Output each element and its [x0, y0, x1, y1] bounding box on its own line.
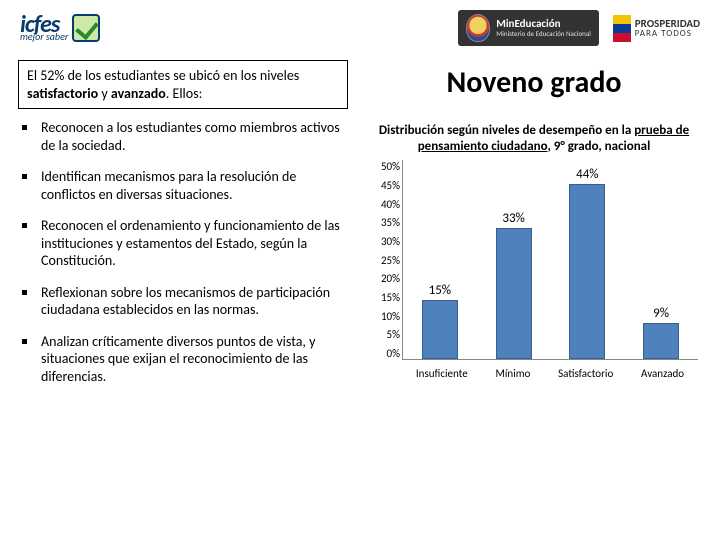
y-tick: 50% — [366, 160, 400, 173]
y-tick: 35% — [366, 216, 400, 229]
y-tick: 5% — [366, 328, 400, 341]
list-item: Reconocen el ordenamiento y funcionamien… — [18, 217, 348, 270]
bullet-text: Analizan críticamente diversos puntos de… — [41, 333, 348, 386]
bar-value-label: 44% — [576, 167, 598, 182]
logo-mineducacion: MinEducación Ministerio de Educación Nac… — [458, 10, 599, 46]
bar-group: 15% — [407, 160, 472, 359]
x-label: Mínimo — [496, 367, 531, 380]
minedu-sub: Ministerio de Educación Nacional — [496, 30, 591, 38]
bullet-text: Reflexionan sobre los mecanismos de part… — [41, 284, 348, 319]
bullet-text: Reconocen a los estudiantes como miembro… — [41, 119, 348, 154]
bullet-icon — [22, 290, 27, 295]
y-tick: 15% — [366, 291, 400, 304]
intro-post: . Ellos: — [166, 85, 203, 102]
y-tick: 10% — [366, 310, 400, 323]
intro-bold1: satisfactorio — [27, 85, 98, 102]
y-tick: 40% — [366, 198, 400, 211]
y-tick: 30% — [366, 235, 400, 248]
list-item: Reconocen a los estudiantes como miembro… — [18, 119, 348, 154]
y-axis: 50% 45% 40% 35% 30% 25% 20% 15% 10% 5% 0… — [366, 160, 400, 360]
list-item: Analizan críticamente diversos puntos de… — [18, 333, 348, 386]
x-label: Insuficiente — [416, 367, 468, 380]
grade-title: Noveno grado — [366, 64, 702, 101]
intro-box: El 52% de los estudiantes se ubicó en lo… — [18, 60, 348, 109]
shield-icon — [466, 14, 490, 42]
logo-prosperidad: PROSPERIDAD PARA TODOS — [613, 15, 700, 42]
x-label: Avanzado — [641, 367, 684, 380]
chart-title-post: , 9° grado, nacional — [547, 139, 650, 154]
intro-mid: y — [98, 85, 111, 102]
bar-group: 44% — [555, 160, 620, 359]
y-tick: 25% — [366, 254, 400, 267]
bullet-icon — [22, 339, 27, 344]
x-label: Satisfactorio — [558, 367, 613, 380]
bullet-text: Reconocen el ordenamiento y funcionamien… — [41, 217, 348, 270]
list-item: Reflexionan sobre los mecanismos de part… — [18, 284, 348, 319]
bullet-list: Reconocen a los estudiantes como miembro… — [18, 119, 348, 385]
logo-right-group: MinEducación Ministerio de Educación Nac… — [458, 10, 700, 46]
bar-value-label: 15% — [429, 283, 451, 298]
bullet-text: Identifican mecanismos para la resolució… — [41, 168, 348, 203]
bar-chart: 50% 45% 40% 35% 30% 25% 20% 15% 10% 5% 0… — [366, 160, 702, 380]
prosperidad-l2: PARA TODOS — [635, 29, 700, 38]
y-tick: 20% — [366, 272, 400, 285]
bar — [643, 323, 679, 359]
header: icfes mejor saber MinEducación Ministeri… — [0, 0, 720, 54]
bar-group: 33% — [481, 160, 546, 359]
bullet-icon — [22, 174, 27, 179]
bar — [569, 184, 605, 359]
logo-icfes: icfes mejor saber — [20, 14, 100, 42]
x-axis: Insuficiente Mínimo Satisfactorio Avanza… — [402, 367, 698, 380]
intro-bold2: avanzado — [111, 85, 166, 102]
bar-value-label: 33% — [502, 211, 524, 226]
flag-icon — [613, 15, 631, 42]
bullet-icon — [22, 223, 27, 228]
check-icon — [72, 14, 100, 42]
y-tick: 45% — [366, 179, 400, 192]
chart-title: Distribución según niveles de desempeño … — [366, 123, 702, 154]
bar — [496, 228, 532, 359]
plot-area: 15% 33% 44% 9% — [402, 160, 698, 360]
content: El 52% de los estudiantes se ubicó en lo… — [0, 54, 720, 409]
intro-pre: El 52% de los estudiantes se ubicó en lo… — [27, 67, 299, 84]
bar-group: 9% — [629, 160, 694, 359]
bullet-icon — [22, 125, 27, 130]
left-column: El 52% de los estudiantes se ubicó en lo… — [18, 60, 348, 399]
bar-value-label: 9% — [653, 306, 669, 321]
icfes-sub-text: mejor saber — [20, 33, 68, 42]
bar — [422, 300, 458, 360]
list-item: Identifican mecanismos para la resolució… — [18, 168, 348, 203]
y-tick: 0% — [366, 347, 400, 360]
chart-title-pre: Distribución según niveles de desempeño … — [379, 123, 634, 138]
right-column: Noveno grado Distribución según niveles … — [366, 60, 702, 399]
